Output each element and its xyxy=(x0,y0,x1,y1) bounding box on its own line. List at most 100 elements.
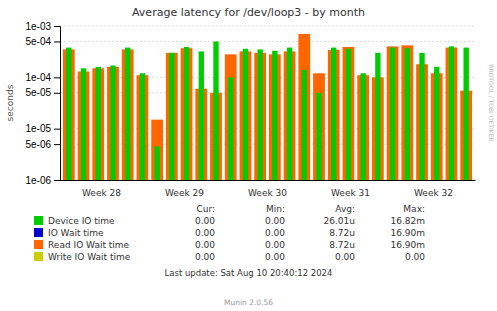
tick-mark xyxy=(54,77,60,78)
tick: 1e-04 xyxy=(25,72,60,83)
tick-mark xyxy=(54,93,60,94)
table-value: 8.72u xyxy=(329,228,355,238)
table-value: 0.00 xyxy=(265,240,285,250)
tick-label: 1e-05 xyxy=(25,123,51,134)
tick-label: 1e-06 xyxy=(25,175,51,186)
bar xyxy=(272,51,277,180)
grid-line xyxy=(60,26,475,27)
tick-mark xyxy=(54,144,60,145)
grid-line xyxy=(60,41,475,42)
table-value: 8.72u xyxy=(329,240,355,250)
legend-entry: Read IO Wait time xyxy=(48,240,130,250)
table-value: 0.00 xyxy=(195,228,215,238)
tick-mark xyxy=(54,41,60,42)
bar xyxy=(199,51,204,180)
table-header: Min: xyxy=(266,204,285,214)
tick-mark xyxy=(54,26,60,27)
tick: 1e-06 xyxy=(25,175,60,186)
bar xyxy=(125,48,130,180)
tick: 5e-06 xyxy=(25,139,60,150)
bar xyxy=(331,48,336,180)
bar xyxy=(151,120,163,180)
tick-mark xyxy=(54,129,60,130)
legend: Cur:Min:Avg:Max:Device IO time0.000.0026… xyxy=(34,204,425,262)
legend-entry: Write IO Wait time xyxy=(48,252,131,262)
y-axis-title: seconds xyxy=(5,84,15,121)
table-value: 0.00 xyxy=(195,216,215,226)
bar xyxy=(390,48,395,180)
bar xyxy=(360,73,365,180)
annotation: Week 30 xyxy=(248,188,287,198)
bar xyxy=(228,77,233,180)
annotation: Week 28 xyxy=(82,188,121,198)
bar xyxy=(96,67,101,180)
annotation: Week 31 xyxy=(331,188,370,198)
y-axis: 1e-06 5e-06 1e-05 5e-05 1e-04 5e-04 1e-03 xyxy=(25,21,60,186)
bar xyxy=(184,47,189,180)
table-header: Cur: xyxy=(196,204,215,214)
bar xyxy=(213,41,218,180)
annotation: Week 32 xyxy=(414,188,453,198)
bar xyxy=(401,45,413,180)
table-value: 16.90m xyxy=(390,228,425,238)
axis-line xyxy=(61,180,476,181)
bar xyxy=(225,54,237,180)
bar xyxy=(298,34,310,180)
bar xyxy=(66,48,71,180)
tick: 5e-05 xyxy=(25,87,60,98)
bar xyxy=(287,48,292,180)
bar xyxy=(463,48,468,180)
table-value: 0.00 xyxy=(265,216,285,226)
table-header: Avg: xyxy=(335,204,355,214)
bar xyxy=(302,70,307,180)
tick: 1e-03 xyxy=(25,21,60,32)
tick-label: 1e-04 xyxy=(25,72,51,83)
bar xyxy=(81,68,86,180)
bar xyxy=(140,73,145,180)
title: Average latency for /dev/loop3 - by mont… xyxy=(132,6,365,19)
axis-line xyxy=(54,27,61,181)
bar xyxy=(313,73,325,180)
legend-swatch xyxy=(34,216,43,225)
x-axis xyxy=(61,180,476,182)
table-header: Max: xyxy=(403,204,425,214)
table-value: 0.00 xyxy=(195,252,215,262)
table-value: 0.00 xyxy=(195,240,215,250)
bar xyxy=(169,53,174,180)
tick-label: 1e-03 xyxy=(25,21,51,32)
bar xyxy=(346,49,351,180)
bar xyxy=(375,53,380,180)
legend-swatch xyxy=(34,252,43,261)
table-value: 16.90m xyxy=(390,240,425,250)
table-value: 0.00 xyxy=(265,252,285,262)
legend-swatch xyxy=(34,240,43,249)
annotation: Week 29 xyxy=(165,188,204,198)
bar xyxy=(387,46,399,180)
bar xyxy=(419,53,424,180)
bar xyxy=(343,47,355,180)
tick: 5e-04 xyxy=(25,36,60,47)
table-value: 16.82m xyxy=(390,216,425,226)
table-value: 0.00 xyxy=(405,252,425,262)
legend-swatch xyxy=(34,228,43,237)
watermark: RRDTOOL / TOBI OETIKER xyxy=(488,64,495,141)
bar xyxy=(166,53,178,180)
bar xyxy=(257,49,262,180)
tick-label: 5e-04 xyxy=(25,36,51,47)
footer: Last update: Sat Aug 10 20:40:12 2024 xyxy=(165,268,333,278)
bar xyxy=(434,67,439,180)
tick: 1e-05 xyxy=(25,123,60,134)
bar xyxy=(154,146,159,180)
bar xyxy=(110,66,115,180)
bar xyxy=(449,46,454,180)
bar xyxy=(243,49,248,180)
tick-label: 5e-06 xyxy=(25,139,51,150)
tick-mark xyxy=(54,180,60,181)
legend-entry: Device IO time xyxy=(48,216,115,226)
bar xyxy=(405,48,410,180)
bar xyxy=(316,93,321,180)
grid xyxy=(60,26,475,180)
chart: Average latency for /dev/loop3 - by mont… xyxy=(0,0,497,311)
table-value: 0.00 xyxy=(335,252,355,262)
table-value: 0.00 xyxy=(265,228,285,238)
